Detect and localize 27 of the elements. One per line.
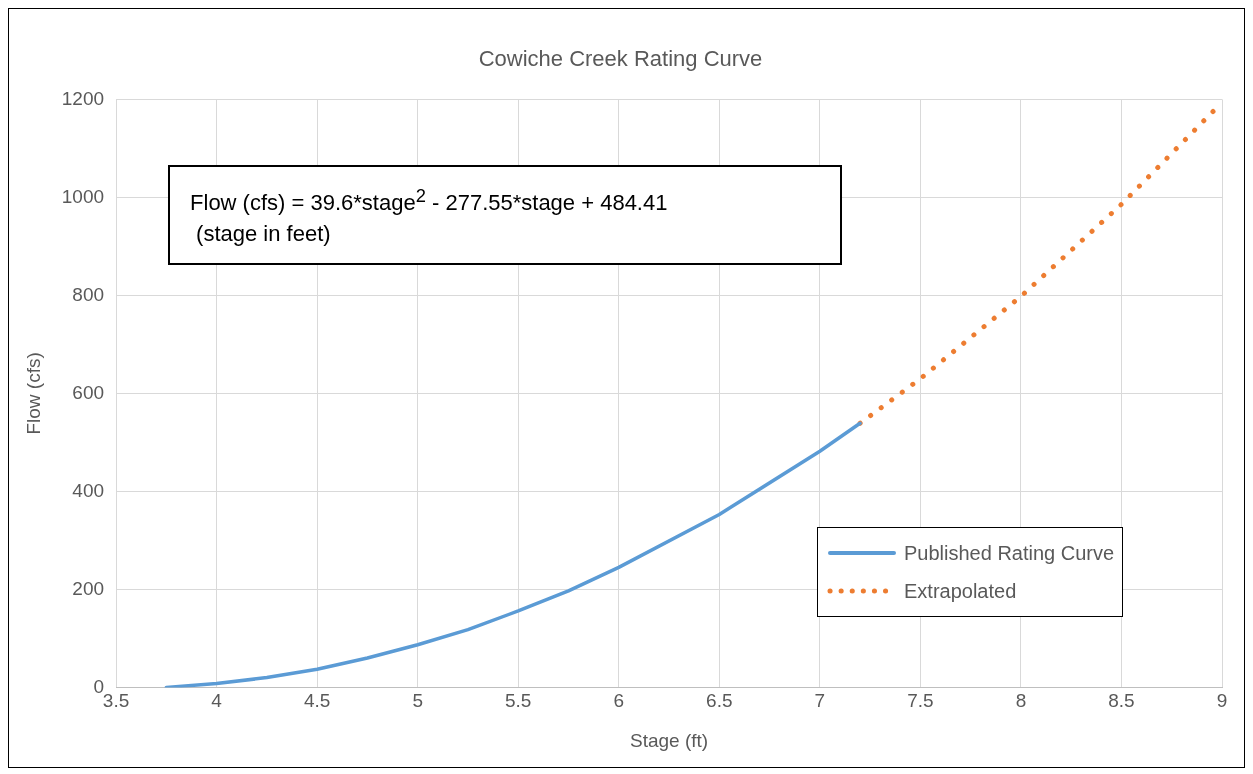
x-tick-label: 7 bbox=[814, 690, 826, 712]
x-tick-label: 4.5 bbox=[303, 690, 331, 712]
y-tick-label: 1000 bbox=[61, 185, 105, 207]
x-tick-label: 5.5 bbox=[505, 690, 532, 712]
legend-label: Extrapolated bbox=[904, 579, 1017, 603]
y-tick-label: 400 bbox=[72, 479, 105, 501]
y-tick-label: 0 bbox=[93, 675, 105, 697]
y-axis-title: Flow (cfs) bbox=[22, 352, 44, 435]
y-tick-label: 600 bbox=[72, 381, 105, 403]
y-tick-label: 800 bbox=[72, 283, 105, 305]
x-tick-label: 3.5 bbox=[102, 690, 130, 712]
x-tick-label: 5 bbox=[412, 690, 423, 712]
x-axis-title: Stage (ft) bbox=[629, 729, 709, 751]
annotation: Flow (cfs) = 39.6*stage$^{2}$ - 277.55*stage + 484.41 bbox=[190, 184, 669, 218]
x-tick-label: 4 bbox=[211, 690, 223, 712]
x-tick-label: 6 bbox=[613, 690, 625, 712]
x-tick-label: 8.5 bbox=[1108, 690, 1135, 712]
x-tick-label: 8 bbox=[1015, 690, 1027, 712]
x-tick-label: 9 bbox=[1216, 690, 1228, 712]
note-box: Flow (cfs) = 39.6*stage$^{2}$ - 277.55*stage + 484.41 (stage in feet) bbox=[168, 165, 843, 265]
y-tick-label: 1200 bbox=[61, 87, 105, 109]
annotation: (stage in feet) bbox=[195, 219, 332, 248]
x-tick-label: 7.5 bbox=[907, 690, 934, 712]
chart-title: Cowiche Creek Rating Curve bbox=[478, 46, 763, 72]
y-tick-label: 200 bbox=[72, 577, 105, 599]
legend-label: Published Rating Curve bbox=[904, 541, 1115, 565]
x-tick-label: 6.5 bbox=[706, 690, 733, 712]
